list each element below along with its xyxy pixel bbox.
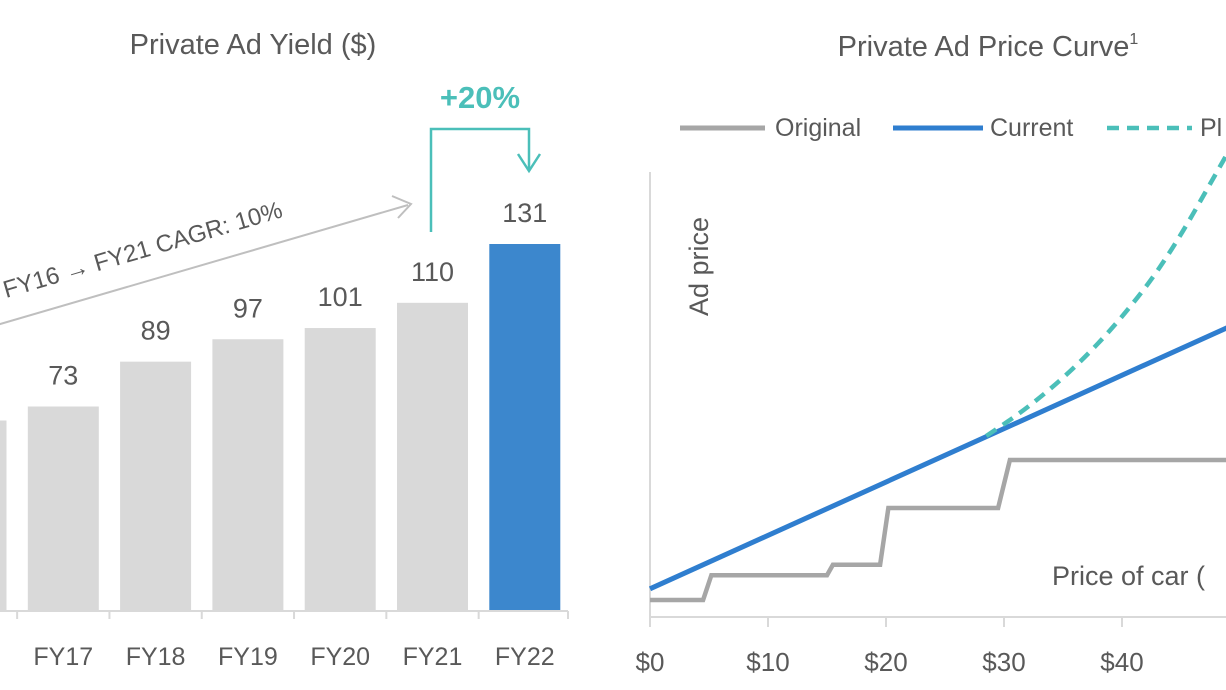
x-tick-label-fy20: FY20 <box>310 643 370 671</box>
data-label-fy18: 89 <box>141 316 171 346</box>
right-y-axis-label: Ad price <box>684 217 714 316</box>
bar-fy19 <box>212 339 284 611</box>
data-label-fy20: 101 <box>318 282 363 312</box>
left-chart-title: Private Ad Yield ($) <box>130 29 377 61</box>
cagr-annotation: FY16 → FY21 CAGR: 10% <box>0 197 285 304</box>
x-tick-label-fy16: FY16 <box>0 643 1 671</box>
data-label-fy21: 110 <box>411 257 454 287</box>
legend-label-current: Current <box>990 114 1073 142</box>
x-tick-label-0: $0 <box>636 647 665 677</box>
x-tick-label-fy22: FY22 <box>495 643 555 671</box>
series-line-original <box>650 457 1226 603</box>
right-chart-title-footnote: 1 <box>1129 31 1138 48</box>
right-chart-title: Private Ad Price Curve1 <box>838 31 1139 63</box>
data-label-fy17: 73 <box>48 360 78 390</box>
x-tick-label-fy17: FY17 <box>33 643 93 671</box>
growth-arrow-head <box>516 153 542 174</box>
legend: Original Current Pl <box>680 114 1222 142</box>
series-line-current <box>648 325 1226 592</box>
right-x-tick-marks <box>649 617 1123 627</box>
right-x-axis-label: Price of car ( <box>1052 561 1205 591</box>
x-tick-label-2: $20 <box>864 647 907 677</box>
data-label-fy19: 97 <box>233 293 263 323</box>
bar-fy22 <box>489 244 561 611</box>
data-label-fy22: 131 <box>502 198 547 228</box>
cagr-arrow-line <box>0 204 409 326</box>
series-line-pl <box>985 151 1226 438</box>
right-chart-title-text: Private Ad Price Curve <box>838 31 1130 63</box>
bar-fy18 <box>120 361 192 611</box>
growth-bracket <box>429 127 531 232</box>
cagr-arrow-head <box>391 195 413 219</box>
x-tick-label-4: $40 <box>1100 647 1143 677</box>
x-tick-label-1: $10 <box>746 647 789 677</box>
x-tick-label-fy21: FY21 <box>403 643 463 671</box>
bar-fy16 <box>0 420 7 611</box>
x-tick-label-fy18: FY18 <box>126 643 186 671</box>
bar-fy21 <box>397 302 468 611</box>
left-x-tick-marks <box>16 611 569 619</box>
x-tick-label-3: $30 <box>982 647 1025 677</box>
x-tick-label-fy19: FY19 <box>218 643 278 671</box>
legend-label-pl: Pl <box>1200 114 1222 142</box>
legend-label-original: Original <box>775 114 861 142</box>
bar-fy20 <box>304 328 376 611</box>
growth-annotation: +20% <box>440 80 520 115</box>
bar-fy17 <box>27 406 99 611</box>
